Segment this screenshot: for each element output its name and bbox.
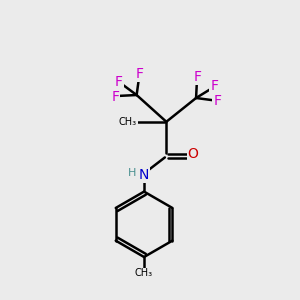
Text: F: F	[115, 75, 123, 88]
Text: N: N	[139, 168, 149, 182]
Text: F: F	[214, 94, 221, 108]
Text: O: O	[188, 148, 199, 161]
Text: F: F	[136, 67, 144, 81]
Text: F: F	[211, 79, 218, 93]
Text: H: H	[128, 168, 136, 178]
Text: F: F	[111, 89, 119, 103]
Text: F: F	[194, 70, 202, 84]
Text: CH₃: CH₃	[118, 117, 137, 127]
Text: CH₃: CH₃	[135, 268, 153, 278]
